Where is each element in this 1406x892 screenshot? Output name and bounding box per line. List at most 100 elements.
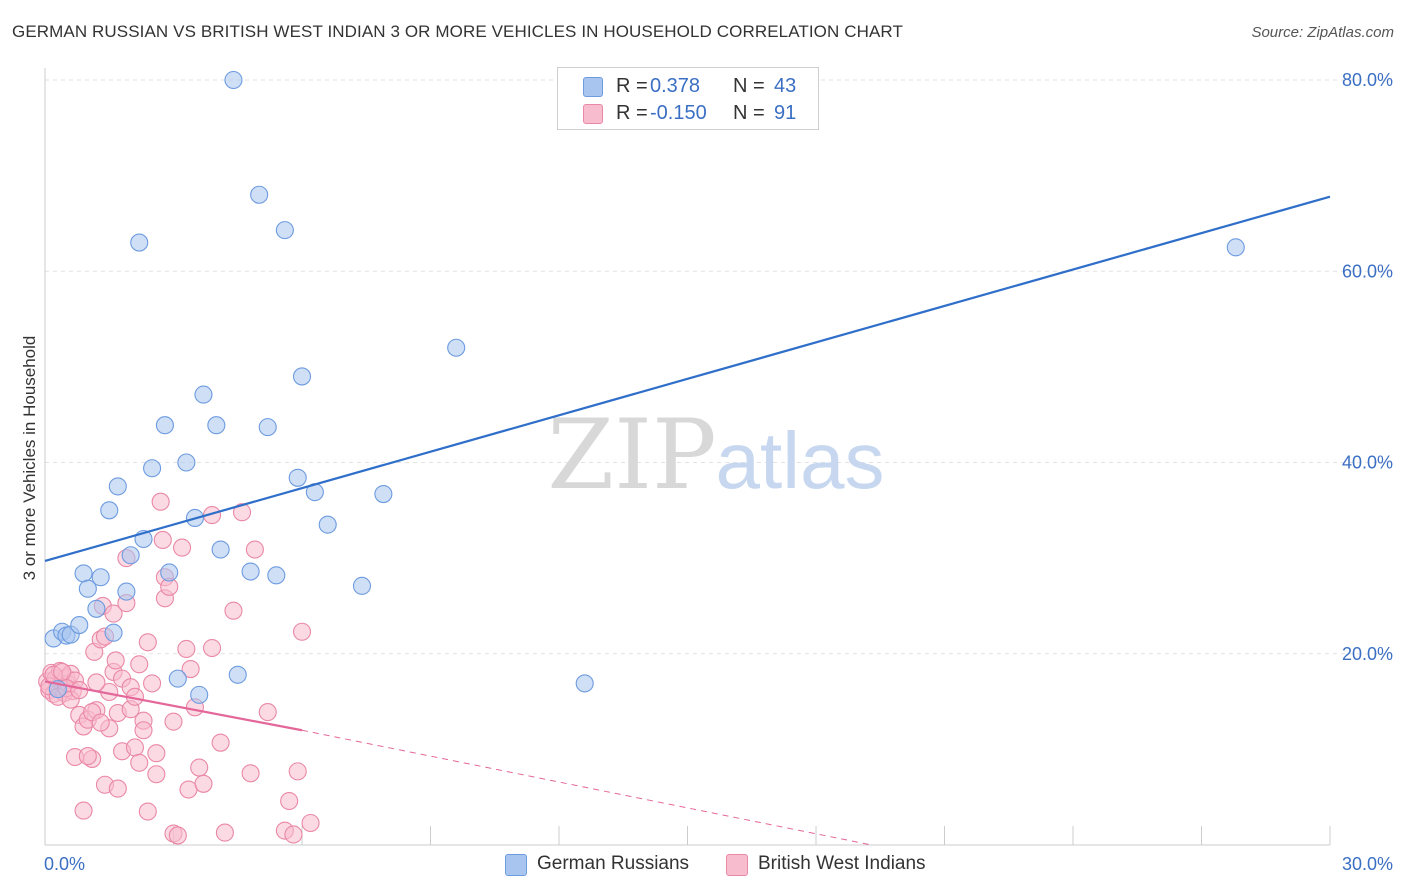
british-west-indians-point	[284, 825, 303, 844]
data-points	[38, 70, 1245, 845]
n-label: N =	[733, 102, 765, 124]
british-west-indians-point	[91, 713, 110, 732]
source-label: Source: ZipAtlas.com	[1251, 24, 1394, 41]
german-russians-point	[224, 70, 243, 90]
trend-lines	[44, 195, 1331, 846]
british-west-indians-point	[87, 673, 106, 692]
german-russians-point	[190, 685, 209, 704]
german-russians-point	[74, 564, 93, 583]
german-russians-point	[130, 233, 149, 252]
german-russians-point	[194, 385, 213, 404]
german-russians-point	[87, 599, 106, 618]
british-west-indians-point	[203, 638, 222, 658]
german-russians-point	[168, 669, 187, 688]
british-west-indians-point	[288, 762, 307, 781]
r-label: R =	[616, 102, 648, 124]
correlation-legend: R = 0.378 N = 43 R = -0.150 N = 91	[557, 67, 819, 130]
british-west-indians-point	[215, 823, 234, 842]
german-russians-point	[250, 185, 269, 204]
n-value: 43	[774, 75, 797, 97]
chart-title: GERMAN RUSSIAN VS BRITISH WEST INDIAN 3 …	[12, 22, 903, 41]
british-west-indians-point	[106, 651, 125, 670]
legend-swatch-british-west-indians	[583, 104, 603, 124]
british-west-indians-point	[164, 712, 183, 731]
n-value: 91	[774, 102, 797, 124]
legend-label: British West Indians	[758, 853, 926, 874]
german-russians-point	[160, 563, 179, 582]
legend-swatch-german-russians	[505, 854, 527, 876]
british-west-indians-point	[53, 662, 72, 681]
tick-labels: 20.0% 40.0% 60.0% 80.0% 0.0% 30.0%	[44, 70, 1393, 874]
british-west-indians-point	[190, 758, 209, 777]
y-tick-label: 80.0%	[1342, 70, 1393, 90]
r-value: 0.378	[650, 75, 701, 97]
legend-swatch-british-west-indians	[726, 854, 748, 876]
british-west-indians-point	[138, 633, 157, 652]
german-russians-point	[228, 665, 247, 684]
series-legend: German Russians British West Indians	[0, 852, 1406, 880]
british-west-indians-point	[130, 655, 149, 674]
british-west-indians-point	[151, 492, 170, 511]
german-russians-point	[275, 221, 294, 240]
n-label: N =	[733, 75, 765, 97]
german-russians-point	[288, 468, 307, 487]
british-west-indians-point	[280, 791, 299, 811]
british-west-indians-point	[301, 813, 320, 833]
legend-row-british-west-indians: R = -0.150 N = 91	[558, 100, 818, 128]
legend-label: German Russians	[537, 853, 690, 874]
german-russians-point	[575, 674, 594, 693]
british-west-indians-point	[130, 753, 149, 772]
german-russians-point	[207, 416, 226, 435]
british-west-indians-point	[173, 538, 192, 557]
axes	[44, 68, 1331, 846]
british-west-indians-point	[224, 601, 243, 620]
german-russians-point	[100, 501, 119, 520]
british-west-indians-point	[143, 674, 162, 693]
british-west-indians-point	[211, 733, 230, 752]
british-west-indians-point	[232, 503, 252, 522]
german-russians-point	[78, 579, 97, 598]
x-tick-label: 0.0%	[44, 854, 85, 874]
x-tick-label: 30.0%	[1342, 854, 1393, 874]
german-russians-point	[108, 477, 127, 496]
british-west-indians-point	[138, 802, 157, 821]
german-russians-point	[91, 568, 110, 587]
british-west-indians-point	[125, 738, 144, 757]
british-west-indians-point	[108, 779, 127, 798]
german-russians-point	[211, 540, 230, 559]
german-russians-point	[155, 416, 174, 435]
y-tick-label: 20.0%	[1342, 644, 1393, 664]
british-west-indians-point	[147, 765, 166, 784]
british-west-indians-point	[168, 826, 187, 845]
british-west-indians-point	[241, 764, 260, 783]
british-west-indians-point	[177, 639, 196, 659]
y-tick-label: 60.0%	[1342, 261, 1393, 281]
german-russians-point	[447, 338, 466, 357]
trendline-british-west-indians	[44, 680, 303, 732]
german-russians-point	[292, 367, 312, 386]
y-tick-label: 40.0%	[1342, 453, 1393, 473]
legend-row-german-russians: R = 0.378 N = 43	[558, 73, 818, 101]
legend-swatch-german-russians	[583, 77, 603, 97]
british-west-indians-point	[258, 703, 277, 722]
german-russians-point	[121, 546, 140, 565]
german-russians-point	[177, 453, 196, 472]
german-russians-point	[70, 616, 89, 635]
british-west-indians-point	[134, 721, 153, 740]
german-russians-point	[267, 566, 286, 585]
british-west-indians-point	[181, 659, 200, 679]
british-west-indians-point	[147, 744, 166, 763]
german-russians-point	[1226, 238, 1245, 257]
german-russians-point	[258, 418, 277, 437]
british-west-indians-point	[194, 774, 213, 793]
british-west-indians-point	[292, 622, 312, 641]
watermark-atlas: atlas	[716, 416, 885, 505]
german-russians-point	[104, 623, 123, 642]
british-west-indians-point	[78, 747, 97, 766]
german-russians-point	[374, 485, 393, 504]
british-west-indians-point	[245, 540, 264, 559]
watermark-zip: ZIP	[547, 399, 716, 511]
r-value: -0.150	[650, 102, 707, 124]
british-west-indians-point	[153, 530, 172, 550]
